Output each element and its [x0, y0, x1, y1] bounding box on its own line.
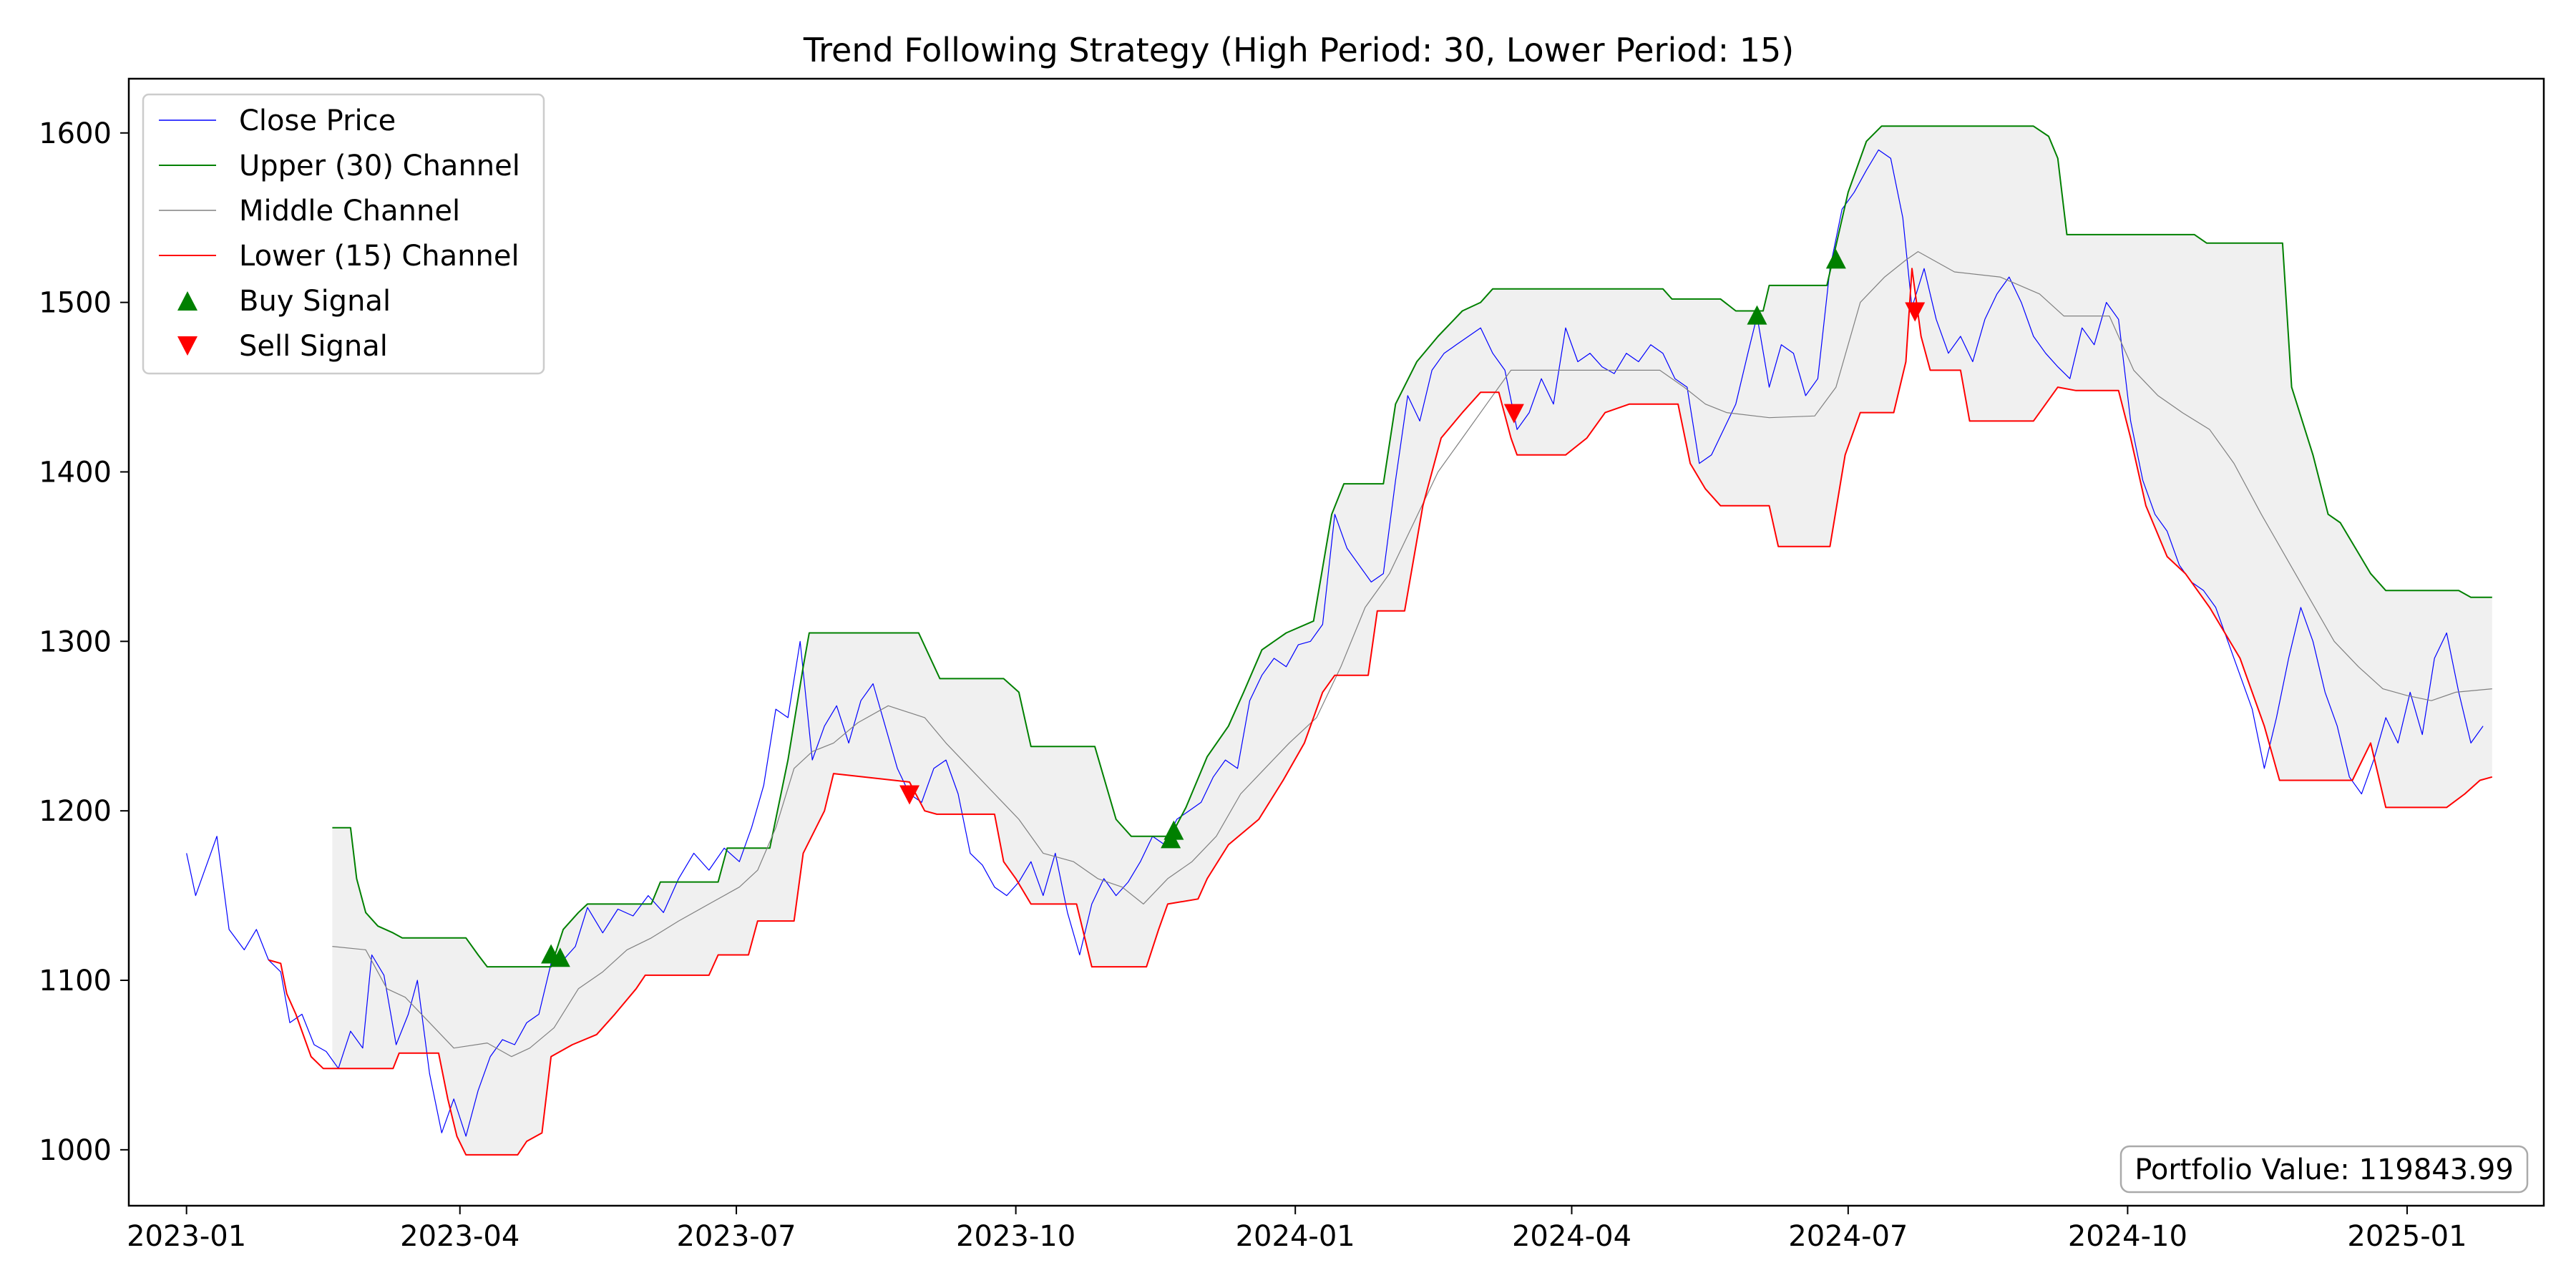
- y-tick-label: 1600: [39, 117, 112, 150]
- y-tick-label: 1100: [39, 965, 112, 997]
- legend-label-buy-signal: Buy Signal: [239, 285, 391, 318]
- y-tick-label: 1200: [39, 795, 112, 828]
- x-axis: 2023-01 2023-04 2023-07 2023-10 2024-01 2024-…: [127, 1206, 2467, 1253]
- channel-fill-area: [332, 126, 2492, 1155]
- x-tick-label: 2023-07: [676, 1220, 796, 1253]
- legend-sell-marker-icon: [177, 336, 197, 356]
- y-tick-label: 1500: [39, 287, 112, 320]
- x-tick-label: 2024-07: [1788, 1220, 1908, 1253]
- x-tick-label: 2023-01: [127, 1220, 246, 1253]
- series-layer: [186, 125, 2493, 1156]
- plot-area: [186, 125, 2493, 1156]
- y-axis: 1000 1100 1200 1300 1400 1500 1600: [39, 117, 129, 1167]
- legend-box: [142, 93, 545, 375]
- x-tick-label: 2023-04: [400, 1220, 519, 1253]
- y-tick-label: 1400: [39, 456, 112, 489]
- series-line-lower-15-channel: [268, 268, 2493, 1156]
- legend-label-lower-channel: Lower (15) Channel: [239, 240, 519, 273]
- sell-signal-marker: [899, 785, 920, 805]
- sell-signal-marker: [1503, 404, 1524, 424]
- legend-label-upper-channel: Upper (30) Channel: [239, 150, 520, 182]
- buy-signal-marker: [1747, 305, 1767, 325]
- x-tick-label: 2023-10: [956, 1220, 1075, 1253]
- chart-title: Trend Following Strategy (High Period: 3…: [803, 31, 1794, 69]
- buy-signal-marker: [550, 947, 570, 967]
- signal-layer: [541, 249, 1926, 967]
- series-line-middle-channel: [332, 251, 2492, 1058]
- x-tick-label: 2024-10: [2068, 1220, 2187, 1253]
- portfolio-value-text: Portfolio Value: 119843.99: [2135, 1153, 2514, 1186]
- legend: Close Price Upper (30) Channel Middle Ch…: [142, 93, 545, 375]
- series-line-upper-30-channel: [332, 125, 2492, 968]
- y-tick-label: 1300: [39, 625, 112, 658]
- x-tick-label: 2024-01: [1236, 1220, 1355, 1253]
- legend-buy-marker-icon: [177, 291, 197, 311]
- portfolio-annotation: Portfolio Value: 119843.99: [2119, 1145, 2529, 1194]
- legend-label-middle-channel: Middle Channel: [239, 195, 460, 228]
- x-tick-label: 2025-01: [2347, 1220, 2467, 1253]
- x-tick-label: 2024-04: [1512, 1220, 1631, 1253]
- legend-label-close-price: Close Price: [239, 104, 396, 137]
- buy-signal-marker: [1825, 249, 1846, 269]
- buy-signal-marker: [1163, 820, 1184, 840]
- sell-signal-marker: [1905, 302, 1926, 322]
- legend-label-sell-signal: Sell Signal: [239, 330, 388, 363]
- portfolio-box: [2119, 1145, 2529, 1194]
- y-tick-label: 1000: [39, 1134, 112, 1167]
- axes-frame: [127, 77, 2545, 1207]
